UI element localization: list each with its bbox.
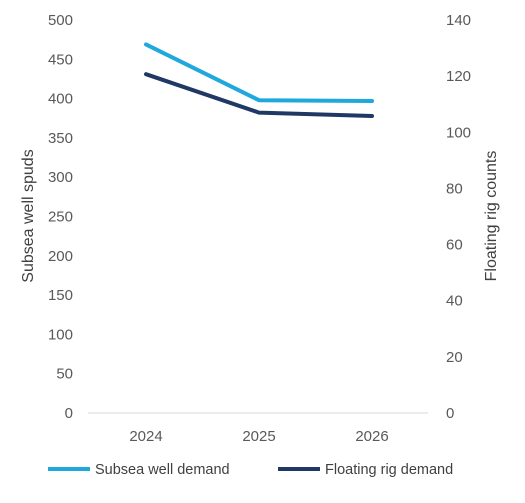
x-tick-label-2025: 2025 [242,428,275,445]
series-lines [144,42,374,118]
left-tick-label-500: 500 [48,12,73,29]
right-axis-title: Floating rig counts [483,151,500,282]
left-tick-label-250: 250 [48,209,73,226]
right-axis-ticks: 0 20 40 60 80 100 120 140 [446,12,471,422]
series-line-subsea-well-demand [144,42,374,103]
left-tick-label-350: 350 [48,130,73,147]
left-tick-label-450: 450 [48,51,73,68]
x-tick-label-2026: 2026 [355,428,388,445]
x-axis-ticks: 2024 2025 2026 [129,428,388,445]
series-line-floating-rig-demand [144,72,374,118]
legend-label-floating-rig-demand: Floating rig demand [325,462,453,478]
right-tick-label-80: 80 [446,180,463,197]
left-axis-title: Subsea well spuds [20,149,37,282]
x-tick-label-2024: 2024 [129,428,162,445]
right-tick-label-100: 100 [446,124,471,141]
left-tick-label-50: 50 [56,366,73,383]
left-tick-label-300: 300 [48,169,73,186]
left-tick-label-400: 400 [48,91,73,108]
left-tick-label-200: 200 [48,248,73,265]
right-tick-label-20: 20 [446,349,463,366]
right-tick-label-0: 0 [446,405,454,422]
right-tick-label-140: 140 [446,12,471,29]
right-tick-label-60: 60 [446,237,463,254]
right-tick-label-120: 120 [446,68,471,85]
left-tick-label-100: 100 [48,326,73,343]
left-tick-label-0: 0 [65,405,73,422]
legend-label-subsea-well-demand: Subsea well demand [95,462,230,478]
right-tick-label-40: 40 [446,293,463,310]
left-tick-label-150: 150 [48,287,73,304]
left-axis-ticks: 0 50 100 150 200 250 300 350 400 450 500 [48,12,73,422]
legend: Subsea well demand Floating rig demand [48,462,453,478]
